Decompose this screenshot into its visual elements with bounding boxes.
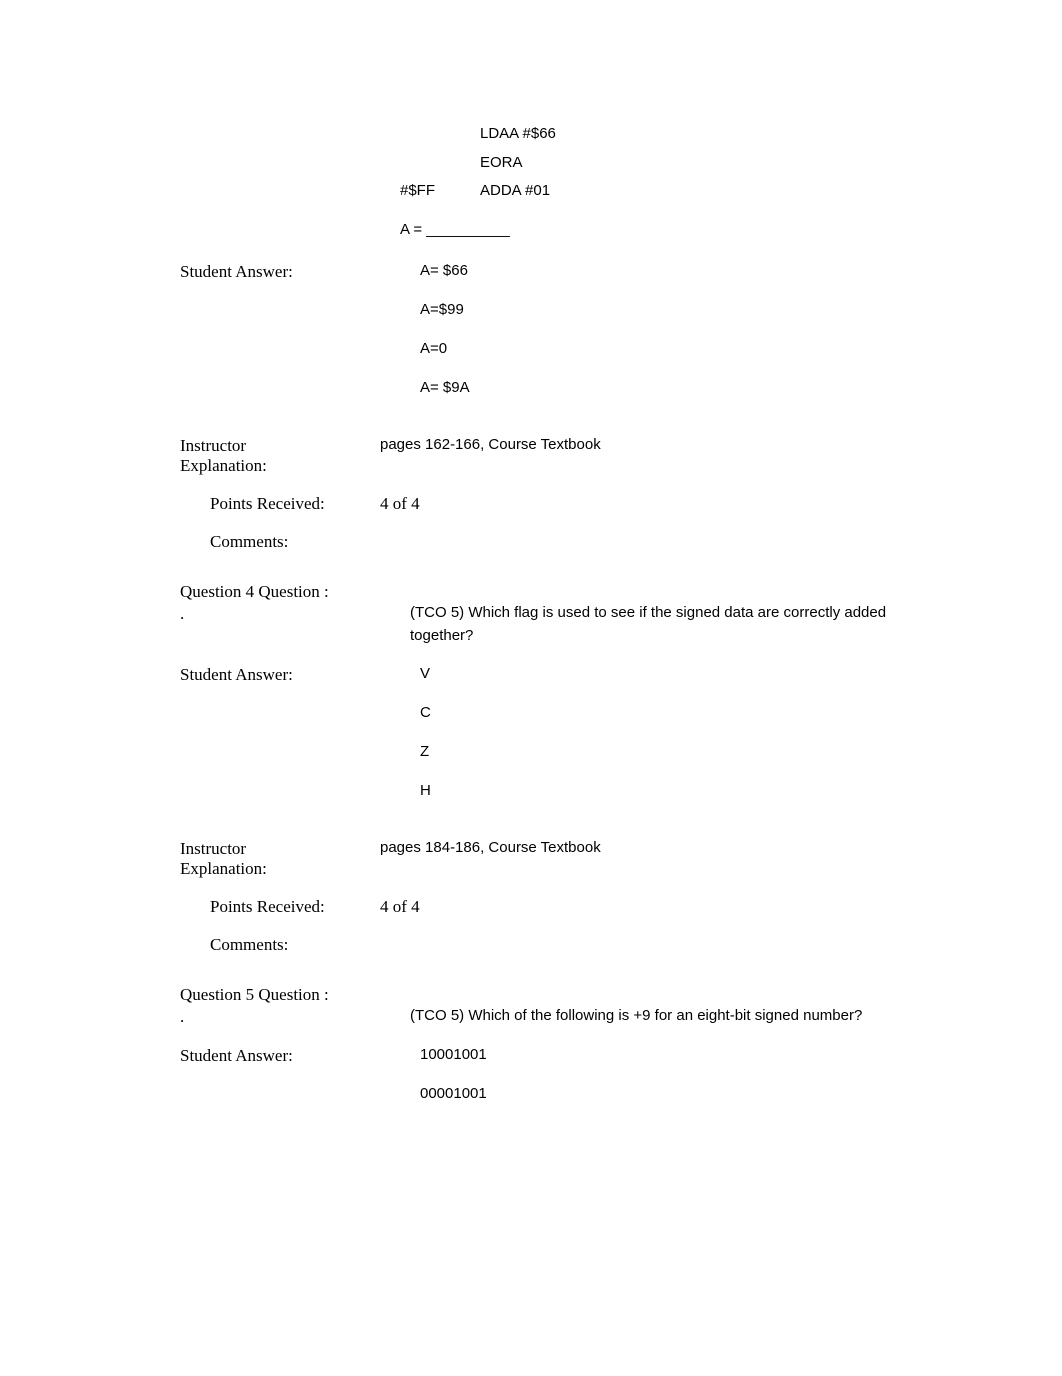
student-answer-label: Student Answer: <box>180 262 380 418</box>
comments-label: Comments: <box>210 532 410 552</box>
question-number: Question 5 Question : . <box>180 985 380 1005</box>
code-line-5: A = __________ <box>400 216 922 245</box>
student-answer-row: Student Answer: 10001001 00001001 <box>180 1046 922 1124</box>
question-text: (TCO 5) Which of the following is +9 for… <box>380 985 922 1028</box>
answer-option: 10001001 <box>420 1046 922 1063</box>
comments-row: Comments: <box>210 532 922 552</box>
comments-label: Comments: <box>210 935 410 955</box>
code-block: LDAA #$66 EORA #$FF ADDA #01 A = _______… <box>400 120 922 244</box>
answer-option: V <box>420 665 922 682</box>
question-period: . <box>180 1007 184 1027</box>
answer-option: A=0 <box>420 340 922 357</box>
question-number: Question 4 Question : . <box>180 582 380 602</box>
answer-option: Z <box>420 743 922 760</box>
code-line-4: ADDA #01 <box>480 177 550 206</box>
instructor-label: Instructor Explanation: <box>180 436 380 476</box>
answer-option: H <box>420 782 922 799</box>
instructor-row: Instructor Explanation: pages 184-186, C… <box>180 839 922 879</box>
question-number-text: Question 4 Question : <box>180 582 329 601</box>
question-4: Question 4 Question : . (TCO 5) Which fl… <box>180 582 922 955</box>
answer-option: 00001001 <box>420 1085 922 1102</box>
points-row: Points Received: 4 of 4 <box>210 494 922 514</box>
answer-options: V C Z H <box>380 665 922 821</box>
code-line-1: LDAA #$66 <box>480 120 922 149</box>
answer-option: A=$99 <box>420 301 922 318</box>
points-label: Points Received: <box>210 897 380 917</box>
points-label: Points Received: <box>210 494 380 514</box>
answer-options: 10001001 00001001 <box>380 1046 922 1124</box>
question-text: (TCO 5) Which flag is used to see if the… <box>380 582 922 647</box>
instructor-text: pages 162-166, Course Textbook <box>380 436 922 476</box>
question-number-text: Question 5 Question : <box>180 985 329 1004</box>
student-answer-row: Student Answer: V C Z H <box>180 665 922 821</box>
student-answer-label: Student Answer: <box>180 1046 380 1124</box>
question-5: Question 5 Question : . (TCO 5) Which of… <box>180 985 922 1124</box>
answer-options: A= $66 A=$99 A=0 A= $9A <box>380 262 922 418</box>
code-line-3-left: #$FF <box>400 177 480 206</box>
code-line-2: EORA <box>480 149 922 178</box>
student-answer-label: Student Answer: <box>180 665 380 821</box>
points-value: 4 of 4 <box>380 897 922 917</box>
answer-option: C <box>420 704 922 721</box>
answer-option: A= $9A <box>420 379 922 396</box>
instructor-text: pages 184-186, Course Textbook <box>380 839 922 879</box>
points-row: Points Received: 4 of 4 <box>210 897 922 917</box>
answer-option: A= $66 <box>420 262 922 279</box>
question-period: . <box>180 604 184 624</box>
comments-value <box>410 935 922 955</box>
page: LDAA #$66 EORA #$FF ADDA #01 A = _______… <box>0 0 1062 1376</box>
student-answer-row: Student Answer: A= $66 A=$99 A=0 A= $9A <box>180 262 922 418</box>
instructor-row: Instructor Explanation: pages 162-166, C… <box>180 436 922 476</box>
instructor-label: Instructor Explanation: <box>180 839 380 879</box>
points-value: 4 of 4 <box>380 494 922 514</box>
comments-row: Comments: <box>210 935 922 955</box>
comments-value <box>410 532 922 552</box>
